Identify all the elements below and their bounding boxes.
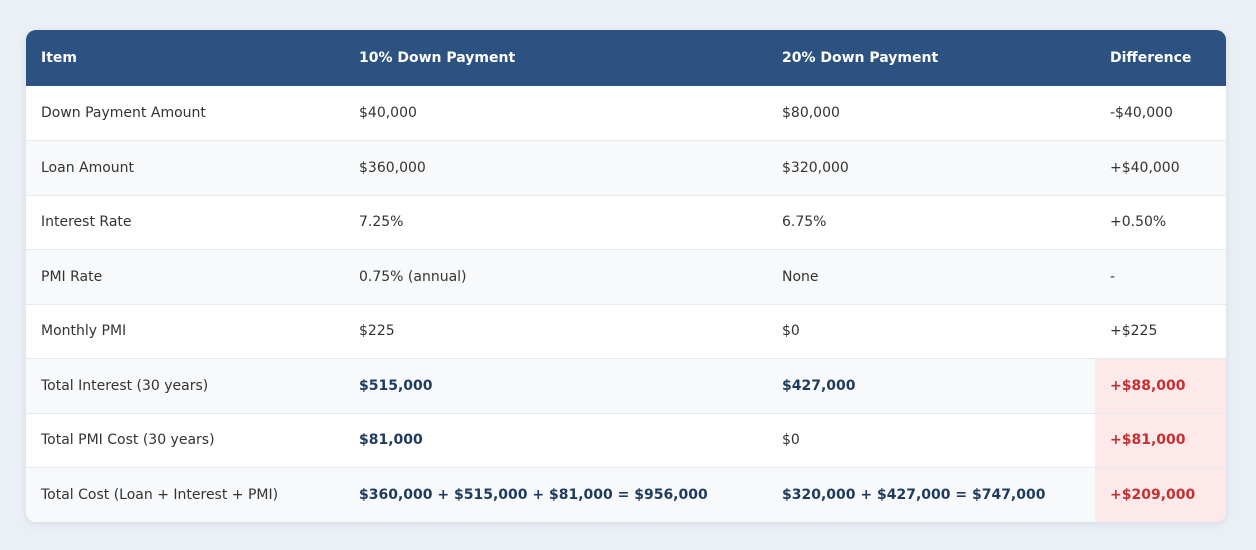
cell-twenty-percent: $320,000 + $427,000 = $747,000	[782, 487, 1046, 503]
cell-twenty-percent: $427,000	[782, 377, 856, 394]
header-twenty-percent: 20% Down Payment	[782, 50, 939, 66]
cell-difference-highlight: +$81,000	[1095, 413, 1226, 468]
table-row: Total PMI Cost (30 years) $81,000 $0 +$8…	[26, 413, 1226, 468]
cell-twenty-percent: $0	[782, 323, 800, 340]
cell-item: PMI Rate	[41, 268, 103, 285]
cell-item: Interest Rate	[41, 214, 132, 231]
cell-difference: -	[1110, 268, 1116, 285]
cell-ten-percent: 0.75% (annual)	[359, 268, 467, 285]
table-row: PMI Rate 0.75% (annual) None -	[26, 249, 1226, 304]
table-row: Down Payment Amount $40,000 $80,000 -$40…	[26, 86, 1226, 141]
header-difference: Difference	[1110, 50, 1192, 66]
cell-ten-percent: $40,000	[359, 105, 417, 121]
table-row: Interest Rate 7.25% 6.75% +0.50%	[26, 195, 1226, 250]
cell-item: Down Payment Amount	[41, 105, 206, 121]
cell-difference: +0.50%	[1110, 214, 1167, 231]
cell-item: Total Cost (Loan + Interest + PMI)	[41, 487, 279, 503]
cell-difference-highlight: +$88,000	[1095, 358, 1226, 413]
table-row: Monthly PMI $225 $0 +$225	[26, 304, 1226, 359]
cell-ten-percent: $360,000 + $515,000 + $81,000 = $956,000	[359, 487, 708, 503]
cell-ten-percent: $225	[359, 323, 395, 340]
cell-twenty-percent: $320,000	[782, 159, 849, 176]
cell-ten-percent: $81,000	[359, 432, 423, 449]
cell-difference: -$40,000	[1110, 105, 1173, 121]
cell-difference-highlight: +$209,000	[1095, 467, 1226, 522]
cell-twenty-percent: $0	[782, 432, 800, 449]
table-header-row: Item 10% Down Payment 20% Down Payment D…	[26, 30, 1226, 86]
cell-ten-percent: $360,000	[359, 159, 426, 176]
header-ten-percent: 10% Down Payment	[359, 50, 516, 66]
table-row: Total Interest (30 years) $515,000 $427,…	[26, 358, 1226, 413]
cell-twenty-percent: $80,000	[782, 105, 840, 121]
cell-difference: +$40,000	[1110, 159, 1180, 176]
cell-item: Total Interest (30 years)	[41, 377, 209, 394]
cell-item: Total PMI Cost (30 years)	[41, 432, 215, 449]
table-row: Loan Amount $360,000 $320,000 +$40,000	[26, 140, 1226, 195]
table-row: Total Cost (Loan + Interest + PMI) $360,…	[26, 467, 1226, 522]
cell-twenty-percent: 6.75%	[782, 214, 827, 231]
header-item: Item	[41, 50, 77, 66]
cell-difference: +$225	[1110, 323, 1158, 340]
cell-twenty-percent: None	[782, 268, 819, 285]
comparison-card: Item 10% Down Payment 20% Down Payment D…	[26, 30, 1226, 522]
down-payment-comparison-table: Item 10% Down Payment 20% Down Payment D…	[26, 30, 1226, 522]
cell-ten-percent: 7.25%	[359, 214, 404, 231]
cell-ten-percent: $515,000	[359, 377, 433, 394]
cell-item: Monthly PMI	[41, 323, 127, 340]
cell-item: Loan Amount	[41, 159, 135, 176]
